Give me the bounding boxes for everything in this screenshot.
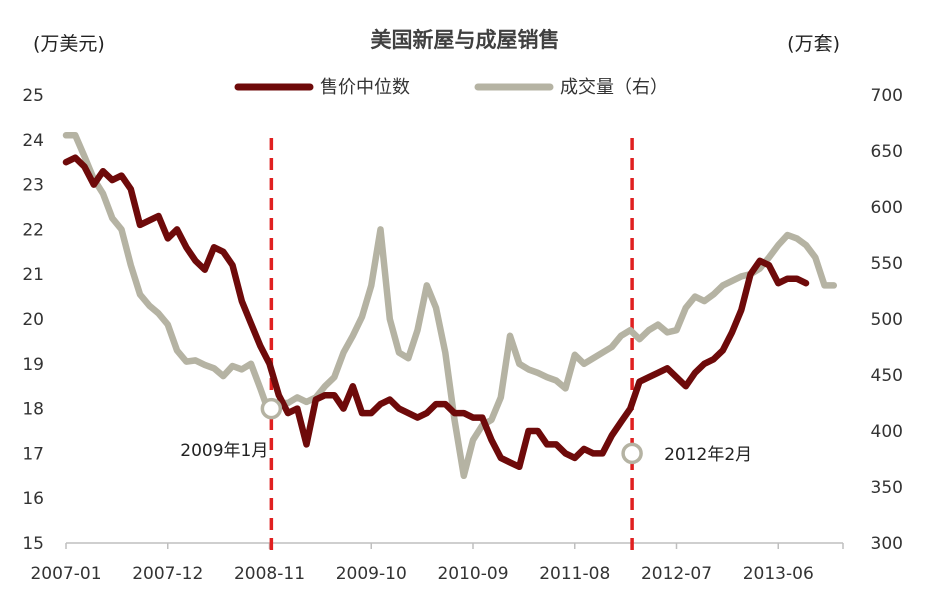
y-right-tick-label: 700 [871, 86, 903, 106]
x-tick-label: 2008-11 [234, 564, 305, 584]
y-left-tick-label: 15 [22, 534, 44, 554]
annotation-label: 2009年1月 [180, 441, 268, 461]
y-right-tick-label: 350 [871, 478, 903, 498]
y-right-tick-label: 400 [871, 422, 903, 442]
y-right-unit: (万套) [787, 33, 840, 55]
legend-label-price: 售价中位数 [320, 77, 410, 98]
x-tick-label: 2010-09 [437, 564, 508, 584]
y-left-tick-label: 16 [22, 489, 44, 509]
x-tick-label: 2012-07 [641, 564, 712, 584]
y-left-tick-label: 18 [22, 400, 44, 420]
y-left-unit: (万美元) [33, 33, 105, 55]
annotations: 2009年1月 2012年2月 [180, 397, 752, 465]
x-tick-label: 2007-12 [132, 564, 203, 584]
y-left-tick-label: 24 [22, 131, 44, 151]
x-tick-label: 2013-06 [743, 564, 814, 584]
y-left-tick-label: 17 [22, 444, 44, 464]
series-lines [62, 132, 838, 480]
y-right-tick-label: 550 [871, 254, 903, 274]
chart-title: 美国新屋与成屋销售 [371, 28, 560, 52]
y-left-tick-label: 20 [22, 310, 44, 330]
x-axis: 2007-01 2007-12 2008-11 2009-10 2010-09 2011-… [30, 542, 844, 584]
y-left-tick-label: 25 [22, 86, 44, 106]
y-right-tick-label: 500 [871, 310, 903, 330]
annotation-marker [621, 442, 643, 465]
y-left-tick-label: 19 [22, 355, 44, 375]
y-left-tick-label: 22 [22, 220, 44, 240]
y-left-tick-label: 23 [22, 176, 44, 196]
price-median-line [62, 154, 810, 471]
x-tick-label: 2007-01 [30, 564, 101, 584]
y-left-ticks: 25 24 23 22 21 20 19 18 17 16 15 [22, 86, 44, 554]
annotation-marker [260, 397, 283, 420]
y-left-tick-label: 21 [22, 265, 44, 285]
reference-lines [269, 138, 634, 553]
y-right-tick-label: 300 [871, 534, 903, 554]
annotation-label: 2012年2月 [664, 445, 752, 465]
sales-volume-line [62, 132, 838, 480]
y-right-ticks: 700 650 600 550 500 450 400 350 300 [871, 86, 903, 554]
x-tick-label: 2011-08 [539, 564, 610, 584]
y-right-tick-label: 450 [871, 366, 903, 386]
legend: 售价中位数 成交量（右） [234, 77, 668, 98]
y-right-tick-label: 650 [871, 142, 903, 162]
x-tick-label: 2009-10 [336, 564, 407, 584]
y-right-tick-label: 600 [871, 198, 903, 218]
legend-label-volume: 成交量（右） [560, 77, 668, 98]
